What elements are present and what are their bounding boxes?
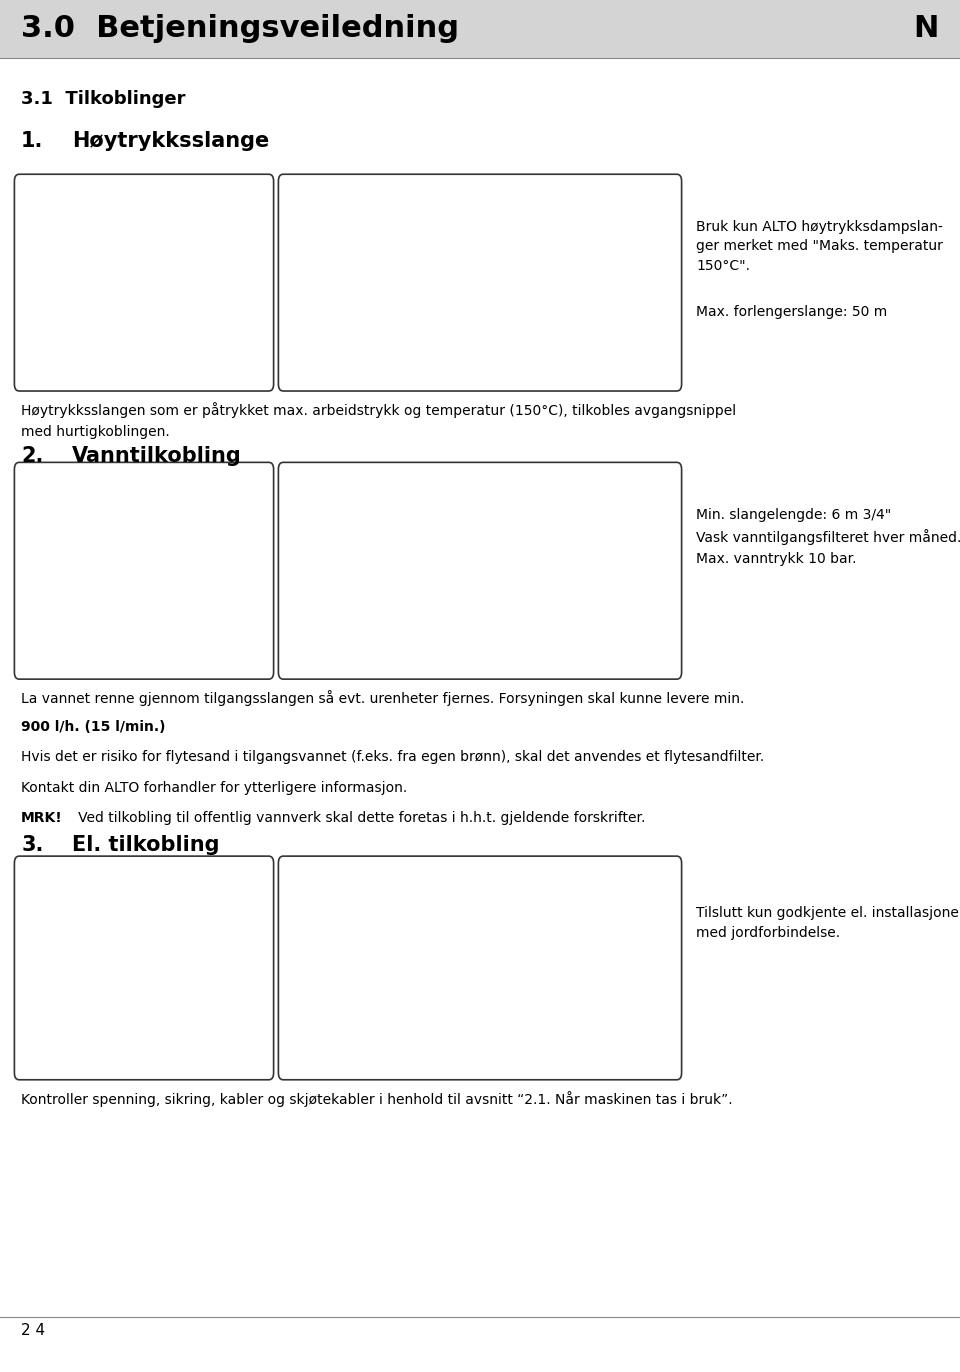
Text: Høytrykksslange: Høytrykksslange bbox=[72, 132, 269, 151]
Text: 2 4: 2 4 bbox=[21, 1323, 45, 1338]
Text: 1.: 1. bbox=[21, 132, 43, 151]
FancyBboxPatch shape bbox=[278, 462, 682, 679]
Text: 900 l/h. (15 l/min.): 900 l/h. (15 l/min.) bbox=[21, 720, 166, 734]
Text: Hvis det er risiko for flytesand i tilgangsvannet (f.eks. fra egen brønn), skal : Hvis det er risiko for flytesand i tilga… bbox=[21, 750, 764, 764]
Text: 3.0  Betjeningsveiledning: 3.0 Betjeningsveiledning bbox=[21, 14, 459, 44]
Text: Høytrykksslangen som er påtrykket max. arbeidstrykk og temperatur (150°C), tilko: Høytrykksslangen som er påtrykket max. a… bbox=[21, 402, 736, 439]
Text: Tilslutt kun godkjente el. installasjoner
med jordforbindelse.: Tilslutt kun godkjente el. installasjone… bbox=[696, 906, 960, 940]
Text: 2.: 2. bbox=[21, 446, 43, 465]
Text: Ved tilkobling til offentlig vannverk skal dette foretas i h.h.t. gjeldende fors: Ved tilkobling til offentlig vannverk sk… bbox=[65, 811, 646, 825]
FancyBboxPatch shape bbox=[0, 0, 960, 58]
Text: La vannet renne gjennom tilgangsslangen så evt. urenheter fjernes. Forsyningen s: La vannet renne gjennom tilgangsslangen … bbox=[21, 690, 745, 707]
Text: Vanntilkobling: Vanntilkobling bbox=[72, 446, 242, 465]
Text: El. tilkobling: El. tilkobling bbox=[72, 836, 220, 855]
FancyBboxPatch shape bbox=[14, 856, 274, 1080]
FancyBboxPatch shape bbox=[278, 174, 682, 391]
Text: N: N bbox=[914, 14, 939, 44]
Text: Kontakt din ALTO forhandler for ytterligere informasjon.: Kontakt din ALTO forhandler for ytterlig… bbox=[21, 781, 407, 794]
Text: 3.1  Tilkoblinger: 3.1 Tilkoblinger bbox=[21, 89, 185, 108]
FancyBboxPatch shape bbox=[14, 462, 274, 679]
Text: Bruk kun ALTO høytrykksdampslan-
ger merket med "Maks. temperatur
150°C".: Bruk kun ALTO høytrykksdampslan- ger mer… bbox=[696, 220, 943, 273]
FancyBboxPatch shape bbox=[278, 856, 682, 1080]
FancyBboxPatch shape bbox=[14, 174, 274, 391]
Text: MRK!: MRK! bbox=[21, 811, 62, 825]
Text: Min. slangelengde: 6 m 3/4"
Vask vanntilgangsfilteret hver måned.
Max. vanntrykk: Min. slangelengde: 6 m 3/4" Vask vanntil… bbox=[696, 508, 960, 567]
Text: Kontroller spenning, sikring, kabler og skjøtekabler i henhold til avsnitt “2.1.: Kontroller spenning, sikring, kabler og … bbox=[21, 1091, 732, 1107]
Text: 3.: 3. bbox=[21, 836, 43, 855]
Text: Max. forlengerslange: 50 m: Max. forlengerslange: 50 m bbox=[696, 305, 887, 318]
